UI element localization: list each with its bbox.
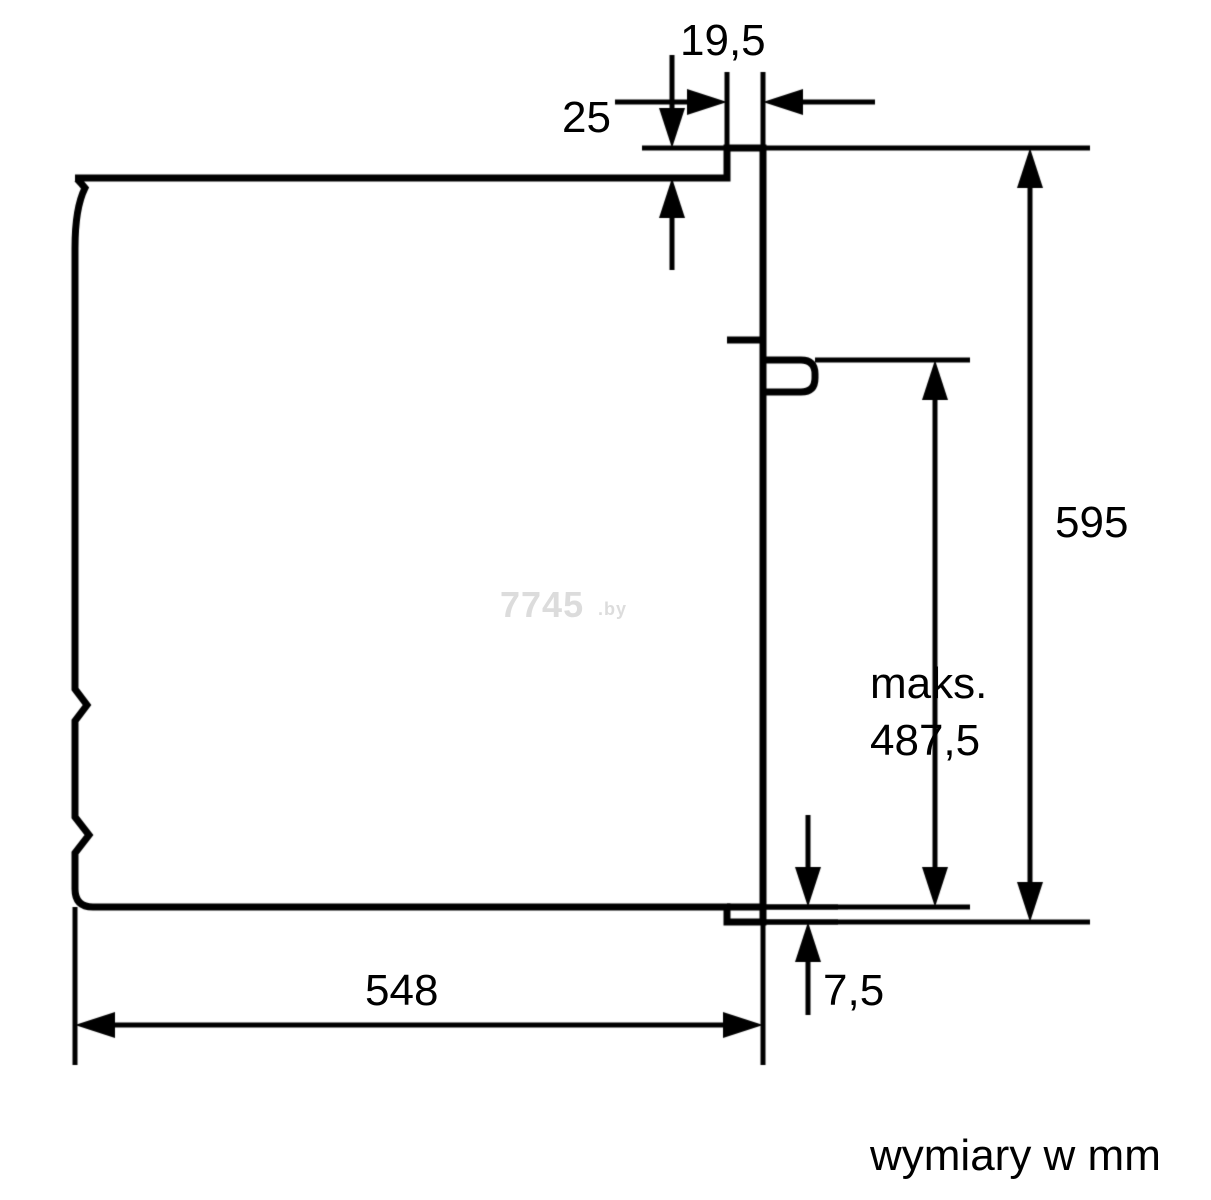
footer-units-label: wymiary w mm — [870, 1131, 1161, 1181]
dim-487-5-label: 487,5 — [870, 716, 980, 766]
dim-595-label: 595 — [1055, 498, 1128, 548]
dim-7-5-label: 7,5 — [823, 966, 884, 1016]
dim-25-label: 25 — [562, 93, 611, 143]
dim-548-label: 548 — [365, 966, 438, 1016]
watermark-sub: .by — [598, 599, 627, 620]
dim-19-5-label: 19,5 — [680, 16, 766, 66]
watermark-main: 7745 — [500, 584, 584, 626]
dim-maks-label: maks. — [870, 659, 987, 709]
